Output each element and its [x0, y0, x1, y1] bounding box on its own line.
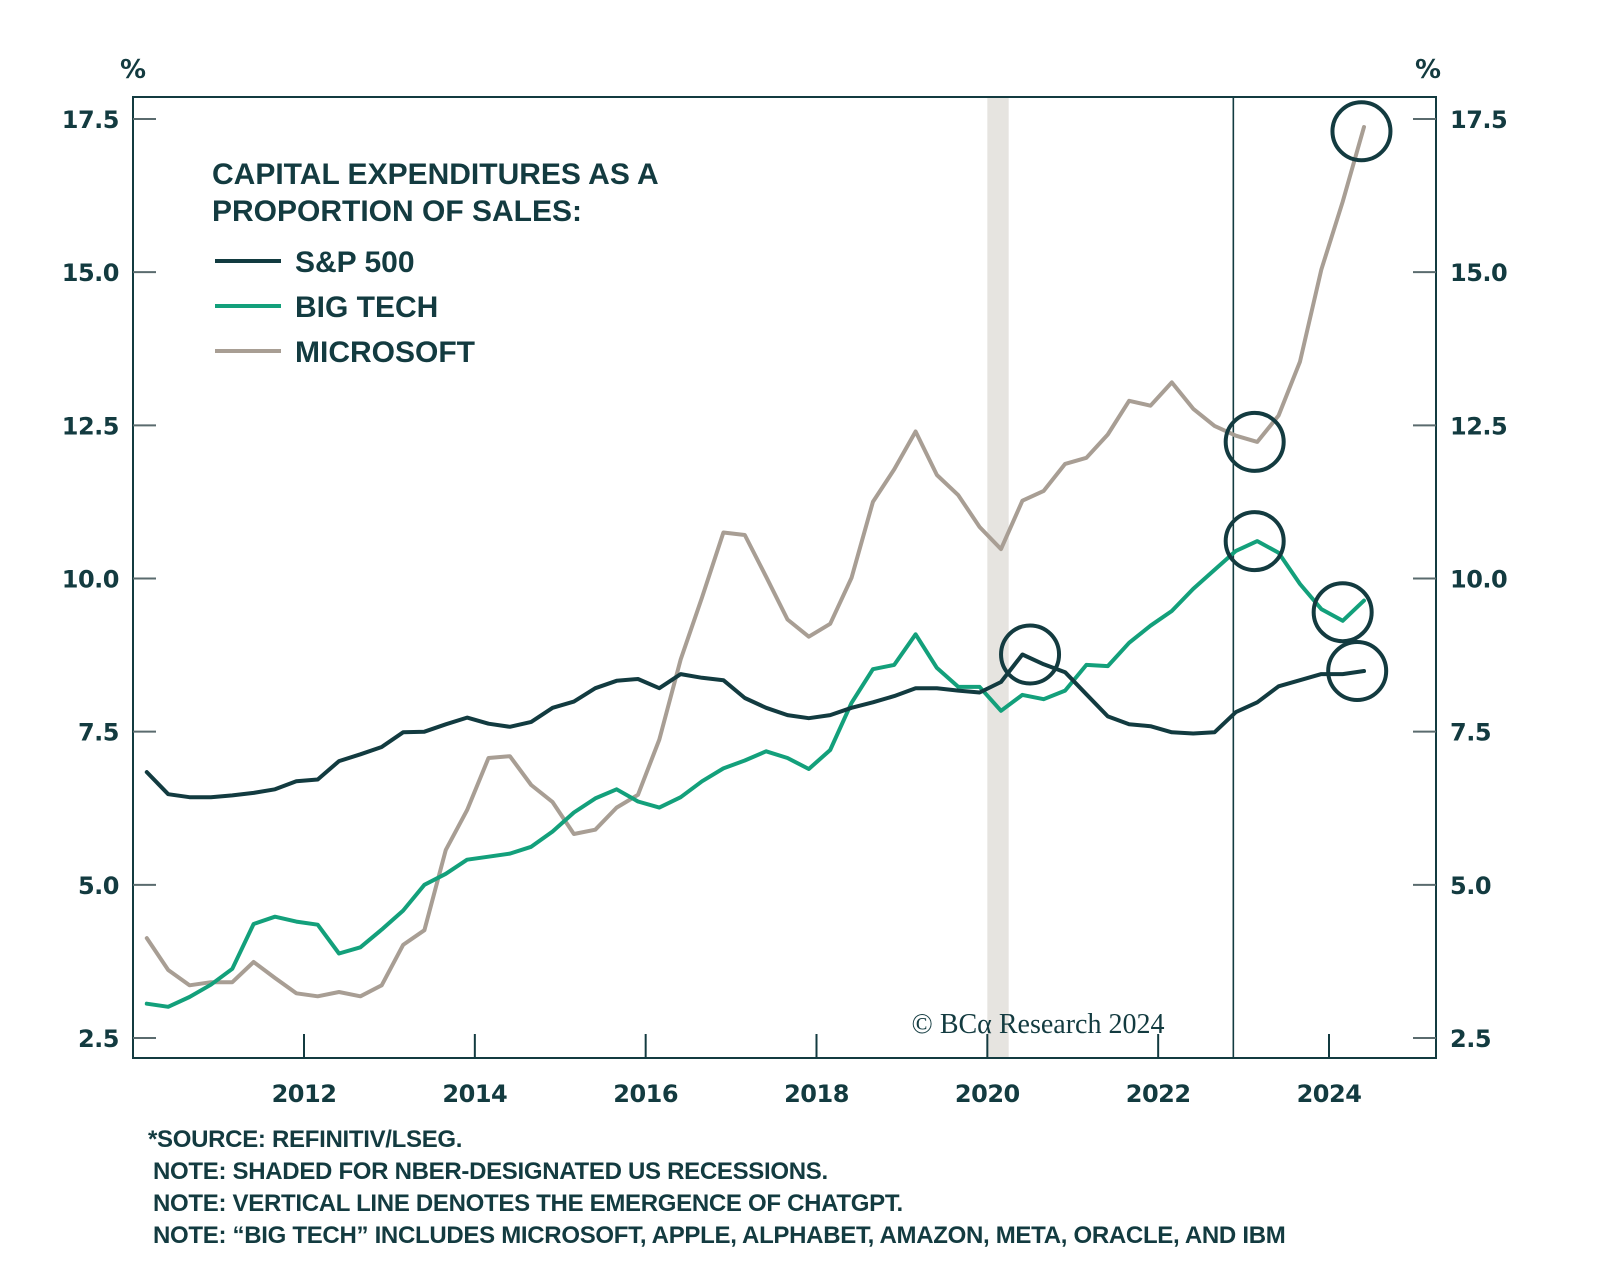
- x-tick-label: 2018: [784, 1080, 849, 1108]
- x-tick-label: 2012: [272, 1080, 337, 1108]
- series-line-big-tech: [144, 539, 1366, 1009]
- highlight-circle: [1330, 100, 1393, 163]
- x-tick-label: 2016: [613, 1080, 678, 1108]
- footnotes: *SOURCE: REFINITIV/LSEG. NOTE: SHADED FO…: [148, 1124, 1286, 1252]
- y-tick-label-right: 7.5: [1450, 719, 1491, 747]
- legend-label: MICROSOFT: [295, 336, 475, 369]
- y-tick-label-right: 10.0: [1450, 566, 1507, 594]
- y-tick-label-left: 10.0: [62, 566, 119, 594]
- y-tick-label-left: 15.0: [62, 259, 119, 287]
- highlight-circle: [1223, 410, 1286, 473]
- plot-frame: [132, 96, 1437, 1059]
- series-lines: [144, 125, 1366, 1009]
- series-line-microsoft: [144, 125, 1366, 999]
- highlight-circle: [1326, 640, 1389, 703]
- footnote-recession: NOTE: SHADED FOR NBER-DESIGNATED US RECE…: [153, 1158, 828, 1185]
- x-tick-label: 2022: [1126, 1080, 1191, 1108]
- x-tick-label: 2024: [1297, 1080, 1362, 1108]
- recession-shading-layer: [987, 97, 1009, 1058]
- legend-label: BIG TECH: [295, 291, 438, 324]
- y-tick-label-right: 17.5: [1450, 106, 1507, 134]
- highlight-circle: [999, 623, 1062, 686]
- y-tick-label-right: 5.0: [1450, 872, 1491, 900]
- legend-title-line-1: CAPITAL EXPENDITURES AS A: [212, 158, 659, 191]
- y-tick-label-left: 5.0: [78, 872, 119, 900]
- footnote-source: *SOURCE: REFINITIV/LSEG.: [148, 1126, 463, 1153]
- y-tick-label-right: 15.0: [1450, 259, 1507, 287]
- legend-title-line-2: PROPORTION OF SALES:: [212, 195, 582, 228]
- y-tick-label-right: 12.5: [1450, 412, 1507, 440]
- capex-line-chart: 2.5 2.5 5.0 5.0 7.5 7.5 10.0 10.0 12.5 12.5 15.0 15…: [62, 55, 1508, 1108]
- highlight-circles: [999, 100, 1393, 703]
- x-tick-label: 2014: [442, 1080, 507, 1108]
- legend: CAPITAL EXPENDITURES AS A PROPORTION OF …: [212, 158, 659, 369]
- recession-band: [987, 97, 1009, 1058]
- series-line-s-p-500: [144, 652, 1366, 800]
- footnote-big-tech: NOTE: “BIG TECH” INCLUDES MICROSOFT, APP…: [153, 1222, 1286, 1249]
- y-axis-unit-right: %: [1415, 55, 1441, 85]
- highlight-circle: [1311, 581, 1374, 644]
- y-axis-unit-left: %: [120, 55, 146, 85]
- copyright-watermark: © BCα Research 2024: [912, 1009, 1165, 1040]
- y-tick-label-left: 12.5: [62, 412, 119, 440]
- legend-label: S&P 500: [295, 246, 415, 279]
- axis-ticks: 2.5 2.5 5.0 5.0 7.5 7.5 10.0 10.0 12.5 12.5 15.0 15…: [62, 106, 1508, 1108]
- legend-items: S&P 500 BIG TECH MICROSOFT: [215, 246, 475, 369]
- y-tick-label-right: 2.5: [1450, 1025, 1491, 1053]
- x-tick-label: 2020: [955, 1080, 1020, 1108]
- footnote-chatgpt: NOTE: VERTICAL LINE DENOTES THE EMERGENC…: [153, 1190, 903, 1217]
- highlight-circle: [1223, 510, 1286, 573]
- y-tick-label-left: 17.5: [62, 106, 119, 134]
- y-tick-label-left: 2.5: [78, 1025, 119, 1053]
- y-tick-label-left: 7.5: [78, 719, 119, 747]
